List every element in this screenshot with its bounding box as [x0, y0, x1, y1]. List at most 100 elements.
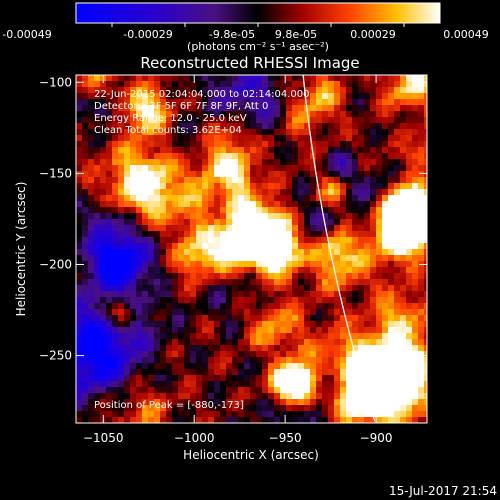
heatmap-cell: [202, 387, 208, 393]
heatmap-cell: [352, 159, 358, 165]
heatmap-cell: [388, 309, 394, 315]
heatmap-cell: [370, 285, 376, 291]
colorbar-tick-label: 0.00049: [443, 28, 489, 41]
heatmap-cell: [82, 327, 88, 333]
heatmap-cell: [232, 243, 238, 249]
heatmap-cell: [418, 399, 424, 405]
heatmap-cell: [112, 273, 118, 279]
heatmap-cell: [262, 81, 268, 87]
heatmap-cell: [256, 309, 262, 315]
heatmap-cell: [274, 291, 280, 297]
heatmap-cell: [88, 231, 94, 237]
heatmap-cell: [376, 243, 382, 249]
heatmap-cell: [100, 189, 106, 195]
heatmap-cell: [364, 87, 370, 93]
heatmap-cell: [160, 201, 166, 207]
heatmap-cell: [148, 201, 154, 207]
heatmap-cell: [136, 345, 142, 351]
heatmap-cell: [364, 93, 370, 99]
heatmap-cell: [310, 141, 316, 147]
heatmap-cell: [370, 159, 376, 165]
heatmap-cell: [418, 105, 424, 111]
heatmap-cell: [94, 105, 100, 111]
heatmap-cell: [184, 357, 190, 363]
heatmap-cell: [328, 255, 334, 261]
heatmap-cell: [178, 225, 184, 231]
heatmap-cell: [334, 81, 340, 87]
heatmap-cell: [94, 387, 100, 393]
heatmap-cell: [130, 165, 136, 171]
heatmap-cell: [388, 393, 394, 399]
heatmap-cell: [238, 357, 244, 363]
heatmap-cell: [418, 375, 424, 381]
heatmap-cell: [274, 405, 280, 411]
heatmap-cell: [340, 405, 346, 411]
heatmap-cell: [274, 87, 280, 93]
heatmap-cell: [262, 387, 268, 393]
heatmap-cell: [340, 207, 346, 213]
heatmap-cell: [268, 153, 274, 159]
heatmap-cell: [376, 333, 382, 339]
heatmap-cell: [118, 333, 124, 339]
heatmap-cell: [388, 201, 394, 207]
heatmap-cell: [316, 201, 322, 207]
heatmap-cell: [94, 279, 100, 285]
heatmap-cell: [100, 87, 106, 93]
heatmap-cell: [106, 93, 112, 99]
heatmap-cell: [268, 243, 274, 249]
heatmap-cell: [250, 249, 256, 255]
heatmap-cell: [256, 129, 262, 135]
heatmap-cell: [112, 417, 118, 423]
heatmap-cell: [316, 129, 322, 135]
heatmap-cell: [112, 123, 118, 129]
heatmap-cell: [262, 111, 268, 117]
heatmap-cell: [268, 297, 274, 303]
heatmap-cell: [148, 393, 154, 399]
heatmap-cell: [94, 99, 100, 105]
heatmap-cell: [352, 357, 358, 363]
heatmap-cell: [346, 147, 352, 153]
heatmap-cell: [190, 105, 196, 111]
heatmap-cell: [364, 303, 370, 309]
heatmap-cell: [352, 99, 358, 105]
heatmap-cell: [226, 177, 232, 183]
heatmap-cell: [292, 87, 298, 93]
heatmap-cell: [256, 273, 262, 279]
heatmap-cell: [358, 183, 364, 189]
heatmap-cell: [364, 357, 370, 363]
heatmap-cell: [424, 399, 427, 405]
heatmap-cell: [142, 393, 148, 399]
heatmap-cell: [154, 381, 160, 387]
heatmap-cell: [286, 285, 292, 291]
heatmap-cell: [208, 213, 214, 219]
heatmap-cell: [142, 123, 148, 129]
heatmap-cell: [76, 147, 82, 153]
heatmap-cell: [226, 117, 232, 123]
heatmap-cell: [160, 315, 166, 321]
heatmap-cell: [100, 321, 106, 327]
heatmap-cell: [346, 189, 352, 195]
heatmap-cell: [358, 195, 364, 201]
heatmap-cell: [304, 267, 310, 273]
heatmap-cell: [358, 321, 364, 327]
heatmap-cell: [298, 417, 304, 423]
heatmap-cell: [262, 237, 268, 243]
heatmap-cell: [286, 291, 292, 297]
heatmap-cell: [142, 321, 148, 327]
heatmap-cell: [352, 327, 358, 333]
heatmap-cell: [256, 267, 262, 273]
heatmap-cell: [202, 225, 208, 231]
heatmap-cell: [418, 147, 424, 153]
heatmap-cell: [202, 195, 208, 201]
heatmap-cell: [190, 141, 196, 147]
heatmap-cell: [160, 285, 166, 291]
heatmap-cell: [196, 333, 202, 339]
heatmap-cell: [190, 135, 196, 141]
heatmap-cell: [112, 231, 118, 237]
heatmap-cell: [334, 75, 340, 81]
heatmap-cell: [250, 201, 256, 207]
heatmap-cell: [382, 183, 388, 189]
heatmap-cell: [364, 249, 370, 255]
heatmap-cell: [400, 159, 406, 165]
heatmap-cell: [250, 387, 256, 393]
